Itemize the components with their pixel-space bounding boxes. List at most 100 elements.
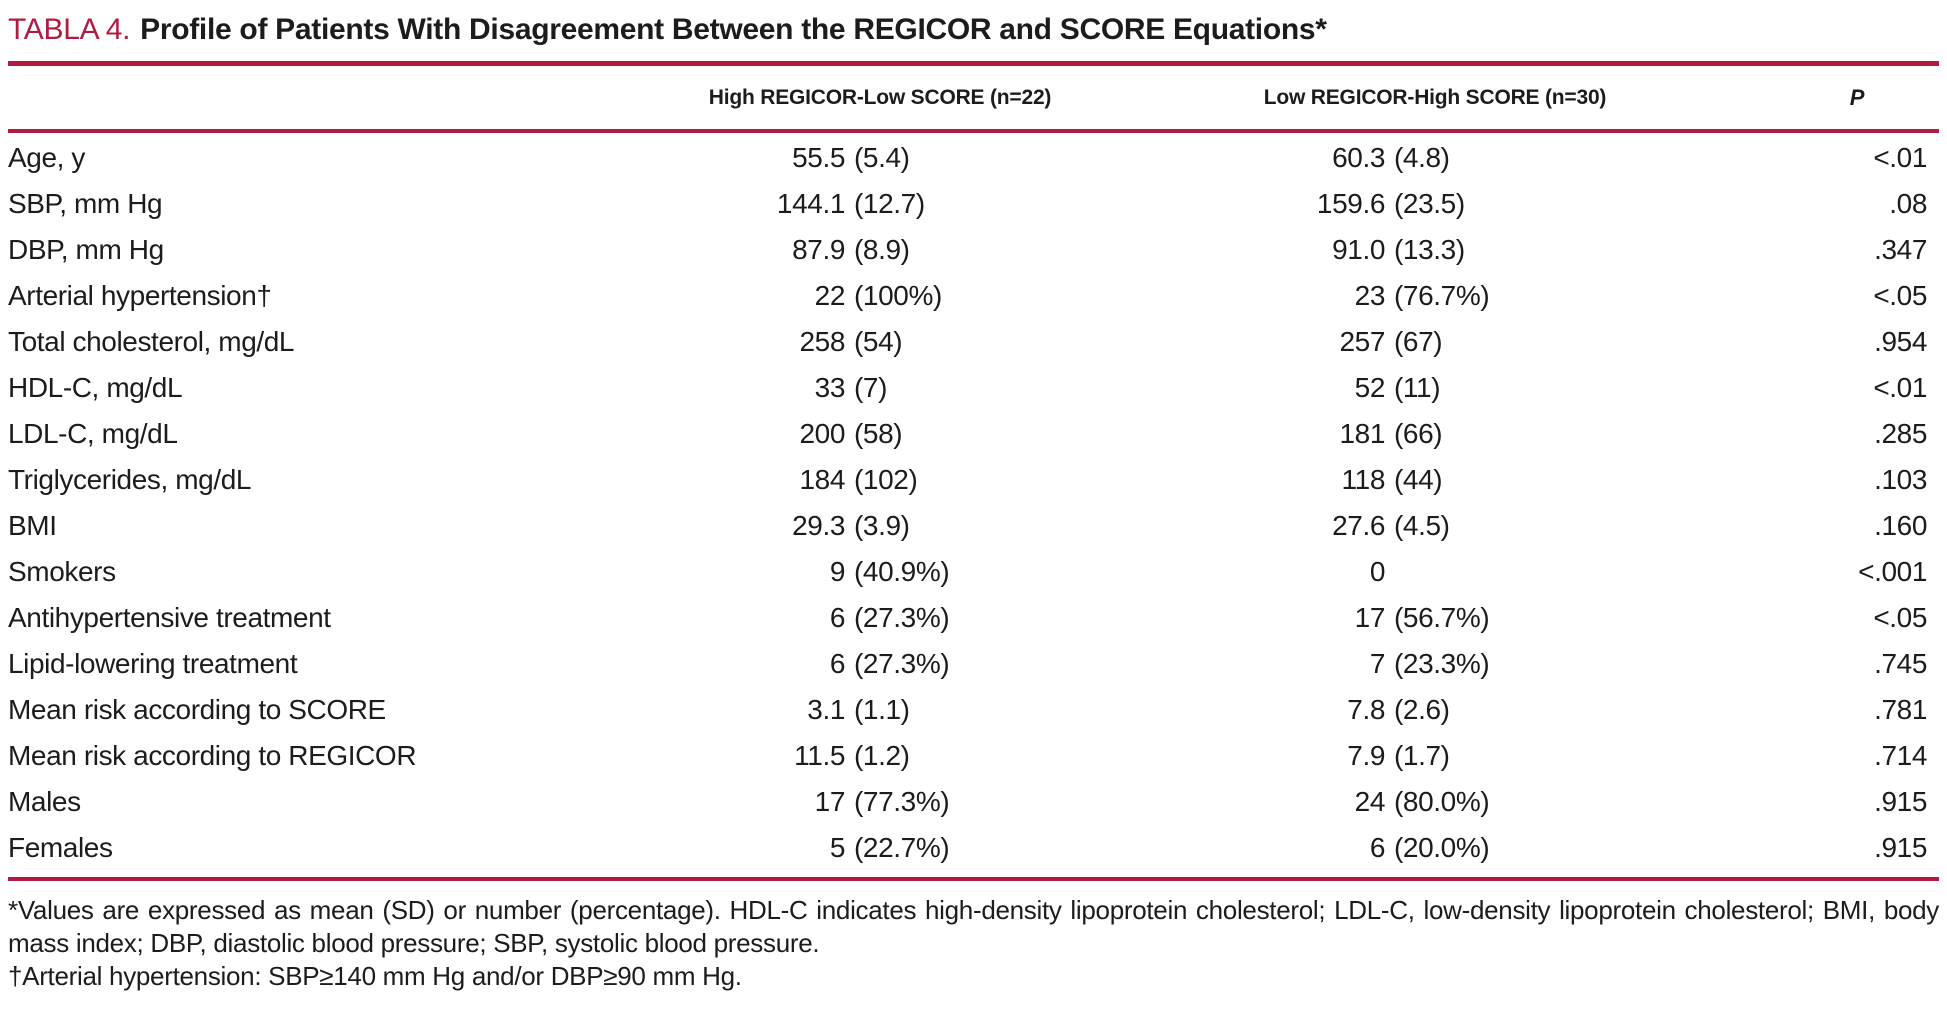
row-label: Females (8, 832, 113, 863)
cell-low-regicor-sd: (1.7) (1394, 740, 1450, 771)
cell-high-regicor-sd: (1.2) (854, 740, 910, 771)
cell-low-regicor-value: 7.9 (1347, 740, 1385, 771)
cell-high-regicor-sd: (8.9) (854, 234, 910, 265)
row-label: Age, y (8, 142, 85, 173)
cell-low-regicor-value: 257 (1339, 326, 1385, 357)
cell-high-regicor-sd: (22.7%) (854, 832, 950, 863)
cell-high-regicor-value: 9 (829, 556, 846, 587)
cell-p-value: <.01 (1873, 372, 1927, 403)
cell-high-regicor-value: 6 (829, 648, 846, 679)
row-label: Mean risk according to SCORE (8, 694, 386, 725)
cell-high-regicor-sd: (1.1) (854, 694, 910, 725)
cell-low-regicor-value: 52 (1354, 372, 1386, 403)
cell-high-regicor-value: 17 (814, 786, 846, 817)
row-label: Arterial hypertension† (8, 280, 272, 311)
cell-high-regicor-value: 184 (799, 464, 845, 495)
table-title: TABLA 4. Profile of Patients With Disagre… (8, 10, 1939, 50)
cell-p-value: <.01 (1873, 142, 1927, 173)
table-row: HDL-C, mg/dL 33 (7) 52 (11) <.01 (8, 365, 1939, 411)
table-row: Smokers 9 (40.9%) 0 <.001 (8, 549, 1939, 595)
header-divider (8, 129, 1939, 133)
cell-high-regicor-sd: (3.9) (854, 510, 910, 541)
cell-low-regicor-sd: (44) (1394, 464, 1443, 495)
table-row: DBP, mm Hg 87.9 (8.9) 91.0 (13.3) .347 (8, 227, 1939, 273)
cell-p-value: .285 (1874, 418, 1927, 449)
cell-high-regicor-value: 29.3 (792, 510, 845, 541)
cell-low-regicor-value: 118 (1341, 464, 1386, 495)
table-row: Mean risk according to REGICOR 11.5 (1.2… (8, 733, 1939, 779)
table-caption: Profile of Patients With Disagreement Be… (140, 13, 1327, 46)
row-label: BMI (8, 510, 57, 541)
cell-p-value: <.05 (1873, 602, 1927, 633)
cell-high-regicor-value: 87.9 (792, 234, 845, 265)
row-label: SBP, mm Hg (8, 188, 163, 219)
cell-p-value: .160 (1874, 510, 1927, 541)
footnote-values-abbreviations: *Values are expressed as mean (SD) or nu… (8, 895, 1939, 958)
cell-high-regicor-sd: (40.9%) (854, 556, 950, 587)
cell-p-value: .915 (1874, 832, 1927, 863)
cell-high-regicor-sd: (100%) (854, 280, 942, 311)
cell-high-regicor-sd: (77.3%) (854, 786, 950, 817)
cell-low-regicor-sd: (2.6) (1394, 694, 1450, 725)
cell-p-value: .745 (1874, 648, 1927, 679)
table-row: Mean risk according to SCORE 3.1 (1.1) 7… (8, 687, 1939, 733)
cell-p-value: .954 (1874, 326, 1927, 357)
cell-high-regicor-value: 55.5 (792, 142, 845, 173)
row-label: Smokers (8, 556, 116, 587)
table-row: Arterial hypertension† 22 (100%) 23 (76.… (8, 273, 1939, 319)
cell-low-regicor-value: 60.3 (1332, 142, 1385, 173)
column-header-low-regicor-high-score: Low REGICOR-High SCORE (n=30) (1263, 85, 1607, 109)
cell-low-regicor-value: 17 (1354, 602, 1386, 633)
table-row: SBP, mm Hg 144.1 (12.7) 159.6 (23.5) .08 (8, 181, 1939, 227)
cell-p-value: .714 (1874, 740, 1927, 771)
cell-high-regicor-sd: (54) (854, 326, 903, 357)
row-label: Mean risk according to REGICOR (8, 740, 417, 771)
row-label: Males (8, 786, 81, 817)
cell-high-regicor-sd: (102) (854, 464, 918, 495)
column-header-p: P (1849, 84, 1865, 110)
cell-high-regicor-value: 33 (814, 372, 846, 403)
table-header-row: High REGICOR-Low SCORE (n=22) Low REGICO… (8, 66, 1939, 129)
top-divider (8, 61, 1939, 66)
cell-high-regicor-sd: (58) (854, 418, 903, 449)
table-row: Age, y 55.5 (5.4) 60.3 (4.8) <.01 (8, 135, 1939, 181)
cell-high-regicor-value: 11.5 (794, 740, 845, 771)
bottom-divider (8, 877, 1939, 881)
cell-p-value: <.05 (1873, 280, 1927, 311)
table-row: Females 5 (22.7%) 6 (20.0%) .915 (8, 825, 1939, 871)
cell-low-regicor-sd: (67) (1394, 326, 1443, 357)
cell-high-regicor-value: 3.1 (807, 694, 845, 725)
cell-low-regicor-sd: (23.5) (1394, 188, 1465, 219)
cell-low-regicor-sd: (4.5) (1394, 510, 1450, 541)
table-row: LDL-C, mg/dL 200 (58) 181 (66) .285 (8, 411, 1939, 457)
cell-low-regicor-sd: (76.7%) (1394, 280, 1490, 311)
cell-p-value: <.001 (1858, 556, 1927, 587)
table-row: Triglycerides, mg/dL 184 (102) 118 (44) … (8, 457, 1939, 503)
cell-high-regicor-sd: (12.7) (854, 188, 925, 219)
cell-p-value: .915 (1874, 786, 1927, 817)
row-label: DBP, mm Hg (8, 234, 164, 265)
cell-low-regicor-value: 0 (1369, 556, 1386, 587)
cell-low-regicor-value: 6 (1369, 832, 1386, 863)
cell-low-regicor-sd: (80.0%) (1394, 786, 1490, 817)
cell-low-regicor-sd: (11) (1394, 372, 1441, 403)
row-label: Total cholesterol, mg/dL (8, 326, 295, 357)
cell-low-regicor-value: 23 (1354, 280, 1386, 311)
cell-high-regicor-value: 5 (829, 832, 846, 863)
cell-high-regicor-sd: (27.3%) (854, 648, 950, 679)
row-label: HDL-C, mg/dL (8, 372, 183, 403)
cell-high-regicor-sd: (7) (854, 372, 888, 403)
footnotes: *Values are expressed as mean (SD) or nu… (8, 894, 1939, 993)
cell-low-regicor-sd: (13.3) (1394, 234, 1465, 265)
cell-p-value: .08 (1889, 188, 1927, 219)
cell-low-regicor-sd: (4.8) (1394, 142, 1450, 173)
cell-low-regicor-value: 24 (1354, 786, 1386, 817)
row-label: Lipid-lowering treatment (8, 648, 298, 679)
table-number-label: TABLA 4. (8, 13, 131, 46)
table-row: Lipid-lowering treatment 6 (27.3%) 7 (23… (8, 641, 1939, 687)
row-label: LDL-C, mg/dL (8, 418, 178, 449)
cell-p-value: .781 (1874, 694, 1927, 725)
cell-high-regicor-value: 22 (814, 280, 846, 311)
table-row: Antihypertensive treatment 6 (27.3%) 17 … (8, 595, 1939, 641)
